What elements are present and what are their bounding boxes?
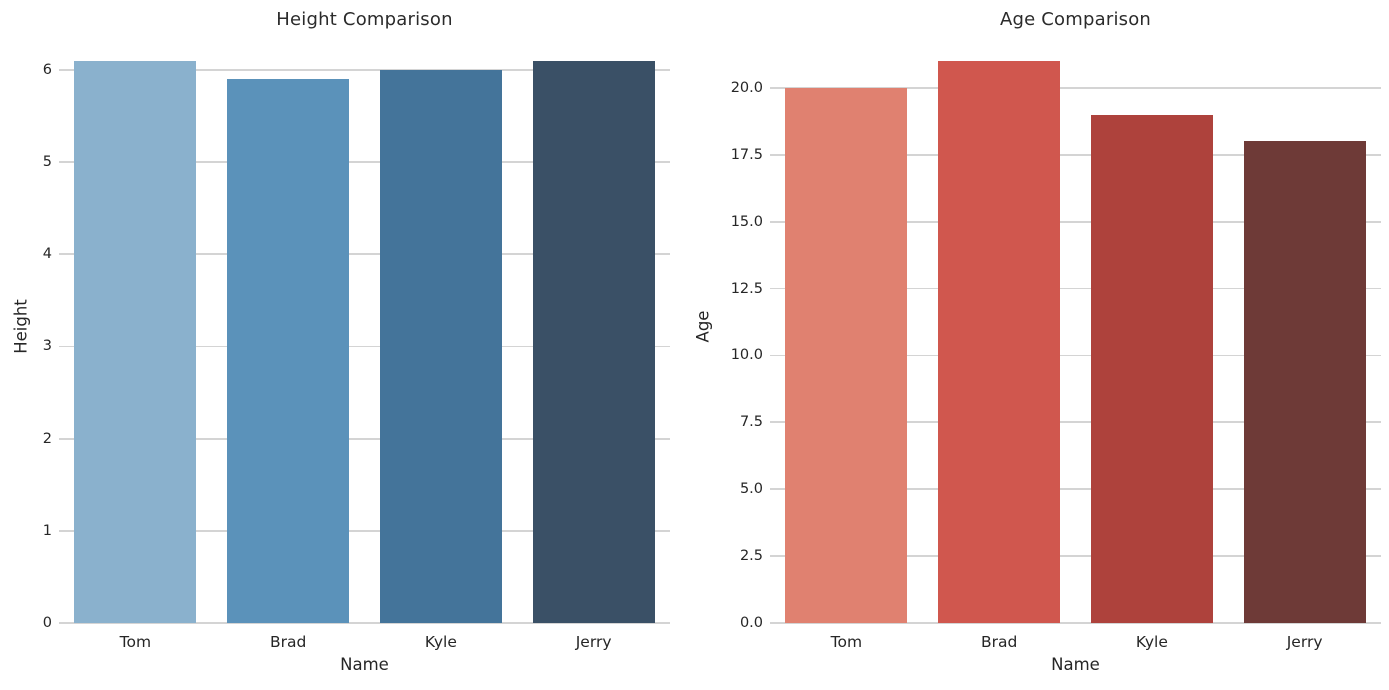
y-tick-label: 15.0 [730, 213, 763, 230]
y-tick-label: 10.0 [730, 347, 763, 364]
x-category-label: Brad [269, 633, 307, 651]
bar-kyle [1090, 114, 1213, 623]
gridline [770, 153, 1381, 156]
gridline [770, 622, 1381, 624]
gridline [59, 253, 670, 256]
bar-jerry [1243, 141, 1366, 623]
gridline [59, 161, 670, 163]
x-category-label: Tom [830, 633, 863, 651]
y-tick-label: 5 [42, 154, 52, 171]
bar-brad [938, 61, 1061, 623]
gridline [59, 68, 670, 71]
x-category-label: Kyle [1135, 633, 1168, 651]
y-axis-label: Height [11, 299, 31, 354]
gridline [770, 354, 1381, 357]
y-tick-label: 4 [42, 246, 52, 263]
bar-tom [785, 87, 908, 623]
gridline [59, 345, 670, 348]
y-tick-label: 20.0 [730, 79, 763, 96]
x-category-label: Brad [980, 633, 1018, 651]
y-tick-label: 17.5 [730, 146, 763, 163]
y-tick-label: 1 [42, 522, 52, 539]
gridline [770, 287, 1381, 290]
y-tick-label: 0.0 [739, 615, 763, 631]
gridline [59, 622, 670, 624]
x-axis-label: Name [340, 655, 389, 674]
gridline [770, 86, 1381, 89]
gridline [770, 488, 1381, 491]
chart-title: Height Comparison [276, 9, 453, 30]
x-category-label: Jerry [575, 633, 612, 651]
y-tick-label: 0 [42, 615, 52, 631]
y-tick-label: 2.5 [739, 548, 763, 565]
y-tick-label: 3 [42, 338, 52, 355]
plot-area: 0 1 2 3 4 5 6 Tom Brad Kyle Jerry [43, 33, 670, 651]
gridline [770, 555, 1381, 557]
chart-title: Age Comparison [999, 9, 1152, 30]
bar-brad [227, 79, 350, 623]
gridline [770, 220, 1381, 223]
bar-kyle [379, 69, 502, 623]
x-category-label: Jerry [1286, 633, 1323, 651]
y-tick-label: 5.0 [739, 481, 763, 498]
y-tick-label: 6 [42, 61, 52, 78]
gridline [59, 437, 670, 440]
y-tick-label: 12.5 [730, 280, 763, 297]
plot-area: 0.0 2.5 5.0 7.5 10.0 12.5 15.0 17.5 20.0 Tom Brad K… [731, 33, 1381, 651]
y-tick-label: 2 [42, 430, 52, 447]
x-category-label: Tom [119, 633, 152, 651]
gridline [59, 529, 670, 532]
x-category-label: Kyle [424, 633, 457, 651]
y-tick-label: 7.5 [739, 414, 763, 431]
x-axis-label: Name [1051, 655, 1100, 674]
bar-jerry [532, 60, 655, 623]
bar-tom [74, 60, 197, 623]
gridline [770, 421, 1381, 424]
